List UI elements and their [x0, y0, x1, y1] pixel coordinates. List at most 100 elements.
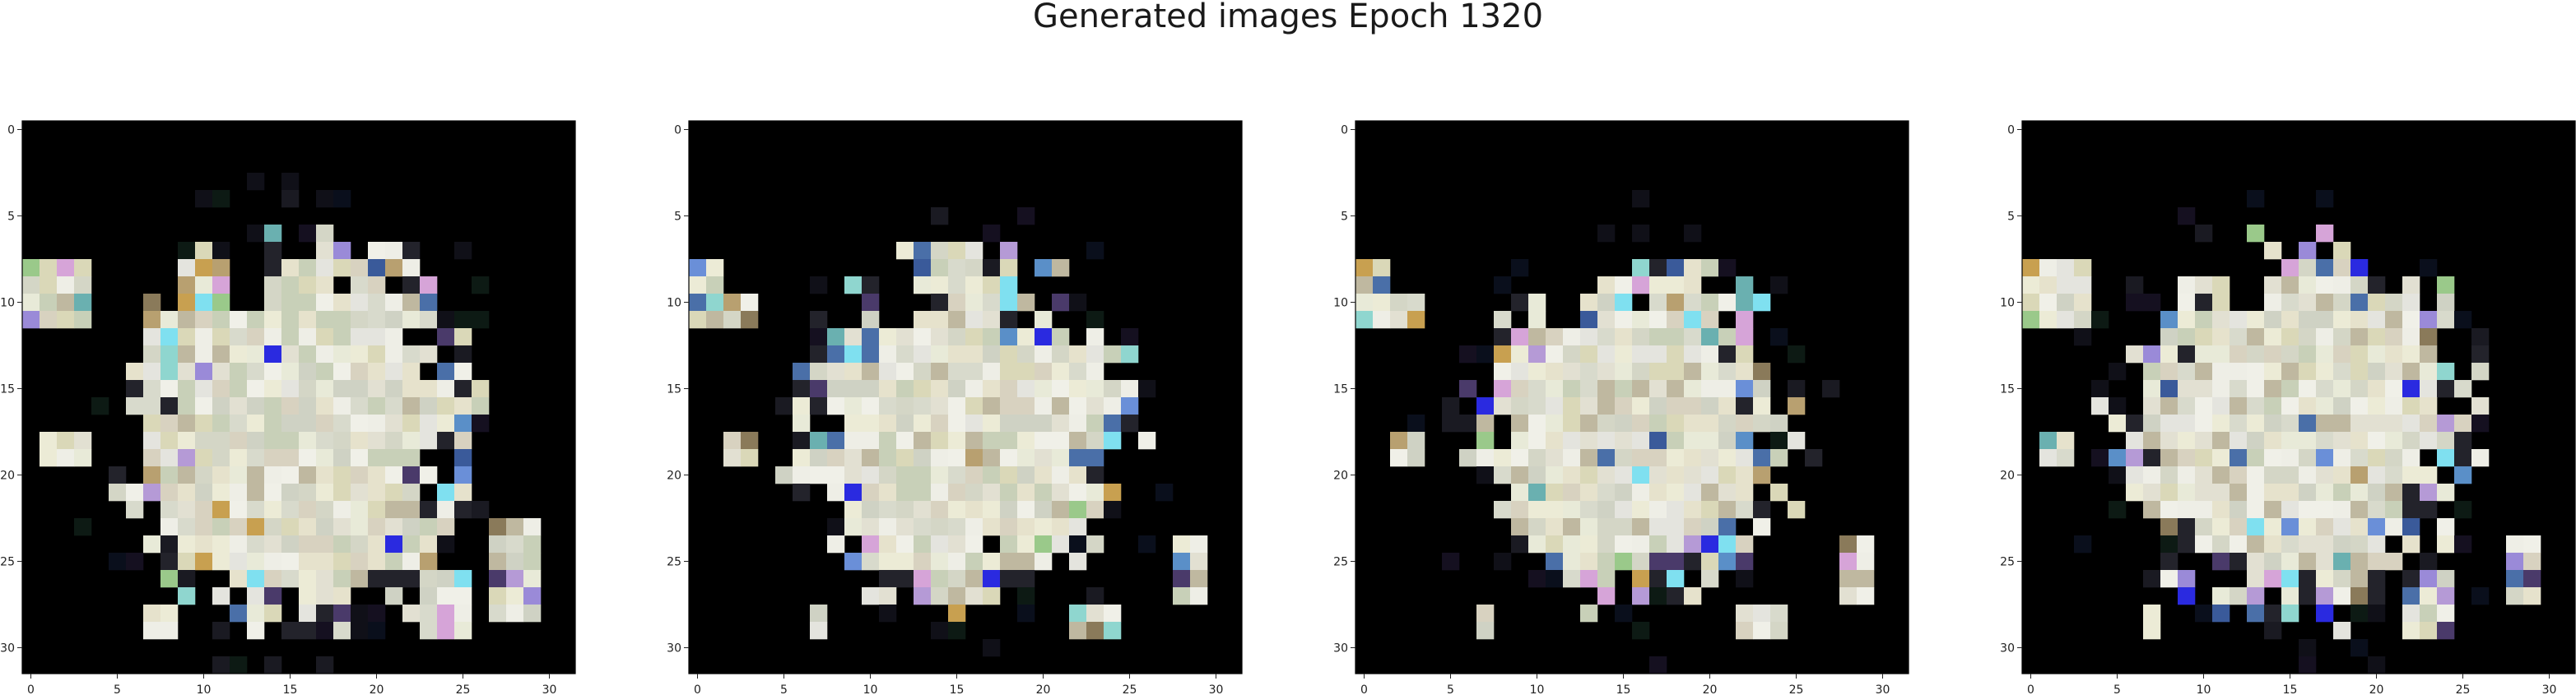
pixel-cell: [230, 605, 248, 623]
pixel-cell: [1390, 449, 1408, 467]
pixel-cell: [2264, 311, 2282, 329]
pixel-cell: [351, 518, 369, 536]
pixel-cell: [160, 432, 179, 450]
pixel-cell: [385, 553, 403, 571]
pixel-cell: [2316, 345, 2334, 364]
pixel-cell: [1000, 363, 1018, 381]
pixel-cell: [143, 484, 161, 502]
pixel-cell: [2160, 415, 2178, 433]
pixel-cell: [1615, 397, 1633, 415]
pixel-cell: [316, 397, 334, 415]
pixel-cell: [1753, 518, 1771, 536]
pixel-cell: [2195, 466, 2213, 484]
x-tick-label: 25: [1123, 683, 1137, 695]
pixel-cell: [316, 380, 334, 398]
pixel-cell: [1701, 449, 1719, 467]
pixel-cell: [1528, 311, 1546, 329]
pixel-cell: [1069, 622, 1087, 640]
pixel-cell: [1684, 294, 1702, 312]
pixel-cell: [368, 501, 386, 519]
pixel-cell: [1597, 397, 1616, 415]
pixel-cell: [741, 311, 759, 329]
pixel-cell: [1494, 328, 1512, 346]
pixel-cell: [1000, 276, 1018, 294]
pixel-cell: [983, 345, 1001, 364]
pixel-cell: [1718, 345, 1737, 364]
pixel-cell: [2299, 345, 2317, 364]
pixel-cell: [2523, 570, 2541, 588]
pixel-cell: [2333, 242, 2351, 260]
pixel-cell: [368, 415, 386, 433]
pixel-cell: [1000, 449, 1018, 467]
pixel-cell: [402, 570, 421, 588]
pixel-cell: [2264, 397, 2282, 415]
pixel-cell: [506, 605, 524, 623]
pixel-cell: [2402, 432, 2420, 450]
pixel-cell: [402, 397, 421, 415]
pixel-cell: [1546, 501, 1564, 519]
pixel-cell: [1017, 449, 1035, 467]
pixel-cell: [2074, 259, 2092, 277]
pixel-cell: [2160, 380, 2178, 398]
pixel-cell: [2350, 259, 2369, 277]
pixel-cell: [2160, 484, 2178, 502]
pixel-cell: [2178, 207, 2196, 225]
pixel-cell: [1052, 363, 1070, 381]
pixel-cell: [230, 501, 248, 519]
pixel-cell: [385, 466, 403, 484]
pixel-cell: [1753, 449, 1771, 467]
pixel-cell: [1511, 397, 1529, 415]
pixel-cell: [1546, 553, 1564, 571]
pixel-cell: [1667, 570, 1685, 588]
pixel-cell: [741, 449, 759, 467]
pixel-cell: [1597, 553, 1616, 571]
pixel-cell: [351, 553, 369, 571]
y-tick-label: 20: [0, 470, 15, 483]
pixel-cell: [2316, 415, 2334, 433]
pixel-cell: [2178, 484, 2196, 502]
pixel-cell: [2299, 518, 2317, 536]
pixel-cell: [1035, 466, 1053, 484]
pixel-cell: [454, 587, 472, 605]
pixel-cell: [1667, 345, 1685, 364]
pixel-cell: [1528, 449, 1546, 467]
pixel-cell: [2316, 225, 2334, 243]
pixel-cell: [1667, 415, 1685, 433]
pixel-cell: [1155, 484, 1174, 502]
pixel-cell: [1753, 622, 1771, 640]
pixel-cell: [1052, 380, 1070, 398]
pixel-cell: [1086, 363, 1104, 381]
pixel-cell: [402, 553, 421, 571]
pixel-cell: [264, 328, 282, 346]
pixel-cell: [1615, 535, 1633, 554]
pixel-cell: [1684, 345, 1702, 364]
pixel-cell: [2281, 345, 2299, 364]
pixel-cell: [126, 397, 144, 415]
pixel-cell: [2333, 570, 2351, 588]
pixel-cell: [1649, 328, 1667, 346]
pixel-cell: [2230, 501, 2248, 519]
pixel-cell: [896, 363, 914, 381]
pixel-cell: [2420, 345, 2438, 364]
pixel-cell: [1632, 553, 1650, 571]
x-tick-label: 10: [197, 683, 212, 695]
pixel-cell: [2402, 345, 2420, 364]
pixel-cell: [914, 570, 932, 588]
pixel-cell: [879, 535, 897, 554]
pixel-cell: [1546, 570, 1564, 588]
pixel-cell: [1597, 518, 1616, 536]
pixel-cell: [2178, 363, 2196, 381]
pixel-cell: [965, 535, 983, 554]
pixel-cell: [2333, 466, 2351, 484]
pixel-cell: [143, 535, 161, 554]
pixel-cell: [914, 466, 932, 484]
pixel-cell: [299, 259, 317, 277]
pixel-cell: [862, 276, 880, 294]
pixel-cell: [793, 380, 811, 398]
pixel-cell: [264, 242, 282, 260]
pixel-cell: [2420, 605, 2438, 623]
pixel-cell: [2195, 328, 2213, 346]
pixel-cell: [2316, 380, 2334, 398]
pixel-cell: [1086, 328, 1104, 346]
pixel-cell: [160, 553, 179, 571]
